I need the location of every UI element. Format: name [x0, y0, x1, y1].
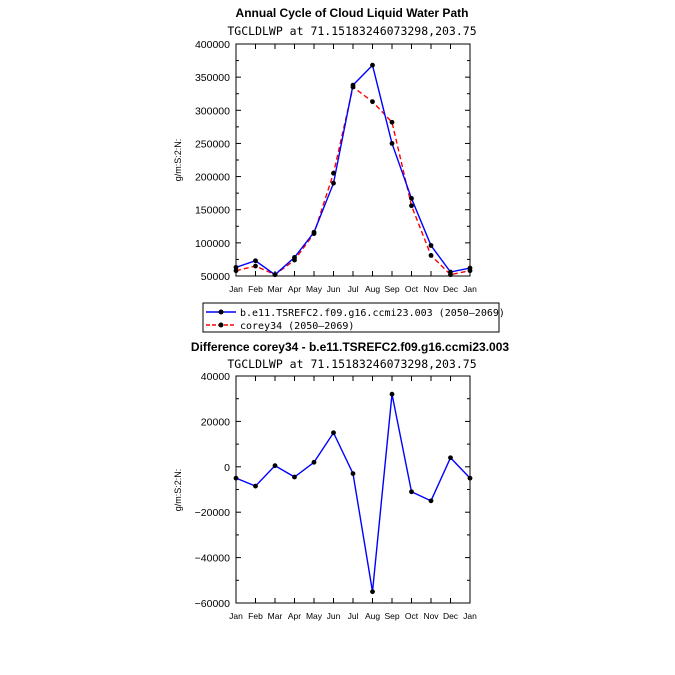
x-tick-label: Sep	[384, 284, 399, 294]
legend-label-red: corey34 (2050–2069)	[240, 321, 354, 332]
y-tick-label: 150000	[195, 205, 230, 217]
x-tick-label: Jun	[327, 611, 341, 621]
data-point-s0-10	[428, 498, 434, 504]
y-tick-label: 400000	[195, 39, 230, 51]
legend-marker-blue	[218, 309, 224, 315]
chart2-title: Difference corey34 - b.e11.TSREFC2.f09.g…	[191, 340, 509, 354]
data-point-s1-3	[292, 257, 297, 263]
x-tick-label: May	[306, 611, 323, 621]
data-point-s0-11	[448, 455, 453, 461]
x-tick-label: Feb	[248, 284, 263, 294]
data-point-s0-7	[370, 62, 375, 68]
x-tick-label: Jan	[463, 284, 477, 294]
y-tick-label: 300000	[195, 105, 230, 117]
y-tick-label: −40000	[195, 553, 230, 565]
data-point-s0-8	[389, 141, 395, 146]
x-tick-label: Apr	[288, 284, 301, 294]
chart2-ylabel: g/m:S:2:N:	[173, 469, 183, 512]
chart1-ylabel: g/m:S:2:N:	[173, 139, 183, 182]
y-tick-label: 40000	[201, 371, 230, 383]
x-tick-label: Sep	[384, 611, 399, 621]
x-tick-label: Jan	[229, 284, 243, 294]
x-tick-label: Oct	[405, 611, 419, 621]
x-tick-label: Aug	[365, 284, 380, 294]
data-point-s0-9	[409, 489, 414, 495]
data-point-s0-0	[233, 264, 239, 270]
data-point-s1-11	[448, 272, 453, 278]
data-point-s0-6	[350, 471, 356, 477]
x-tick-label: Dec	[443, 284, 459, 294]
y-tick-label: −20000	[195, 507, 230, 519]
data-point-s0-5	[331, 180, 336, 186]
series-line-0	[235, 394, 471, 592]
chart2-plot-frame	[235, 375, 471, 604]
data-point-s1-7	[370, 99, 375, 105]
data-point-s0-1	[253, 258, 258, 264]
y-tick-label: 50000	[201, 271, 230, 283]
y-tick-label: 100000	[195, 238, 230, 250]
legend-box	[202, 302, 500, 333]
x-tick-label: Jan	[463, 611, 477, 621]
x-tick-label: Jul	[348, 284, 359, 294]
y-tick-label: 0	[224, 462, 230, 474]
x-tick-label: Jul	[348, 611, 359, 621]
data-point-s1-2	[272, 272, 278, 278]
data-point-s1-9	[409, 203, 414, 209]
x-tick-label: Nov	[423, 611, 439, 621]
data-point-s1-0	[233, 268, 239, 274]
x-tick-label: Feb	[248, 611, 263, 621]
chart2-subtitle: TGCLDLWP at 71.15183246073298,203.75	[227, 357, 476, 371]
chart1-plot-frame	[235, 43, 471, 277]
data-point-s0-2	[272, 463, 278, 469]
data-point-s1-5	[331, 170, 336, 176]
data-point-s0-5	[331, 430, 336, 436]
data-point-s0-3	[292, 474, 297, 480]
y-tick-label: 350000	[195, 72, 230, 84]
data-point-s0-9	[409, 196, 414, 201]
data-point-s1-4	[311, 231, 317, 236]
x-tick-label: Jan	[229, 611, 243, 621]
x-tick-label: May	[306, 284, 323, 294]
y-tick-label: 20000	[201, 416, 230, 428]
data-point-s0-4	[311, 459, 317, 465]
y-tick-label: 250000	[195, 138, 230, 150]
x-tick-label: Mar	[268, 611, 283, 621]
chart1-subtitle: TGCLDLWP at 71.15183246073298,203.75	[227, 24, 476, 38]
data-point-s1-8	[389, 119, 395, 125]
x-tick-label: Mar	[268, 284, 283, 294]
y-tick-label: 200000	[195, 172, 230, 184]
x-tick-label: Apr	[288, 611, 301, 621]
data-point-s1-1	[253, 263, 258, 269]
x-tick-label: Nov	[423, 284, 439, 294]
data-point-s0-8	[389, 391, 395, 397]
data-point-s0-12	[467, 475, 473, 481]
y-tick-label: −60000	[195, 598, 230, 610]
data-point-s0-10	[428, 243, 434, 248]
chart1-title: Annual Cycle of Cloud Liquid Water Path	[236, 6, 469, 20]
series-line-1	[235, 85, 471, 276]
x-tick-label: Oct	[405, 284, 419, 294]
x-tick-label: Aug	[365, 611, 380, 621]
data-point-s0-7	[370, 589, 375, 595]
data-point-s0-0	[233, 475, 239, 481]
data-point-s1-12	[467, 268, 473, 274]
data-point-s1-10	[428, 253, 434, 258]
series-line-0	[235, 63, 471, 276]
data-point-s1-6	[350, 84, 356, 90]
data-point-s0-1	[253, 483, 258, 489]
legend-marker-red	[218, 322, 224, 328]
x-tick-label: Jun	[327, 284, 341, 294]
legend-label-blue: b.e11.TSREFC2.f09.g16.ccmi23.003 (2050–2…	[240, 308, 505, 319]
x-tick-label: Dec	[443, 611, 459, 621]
